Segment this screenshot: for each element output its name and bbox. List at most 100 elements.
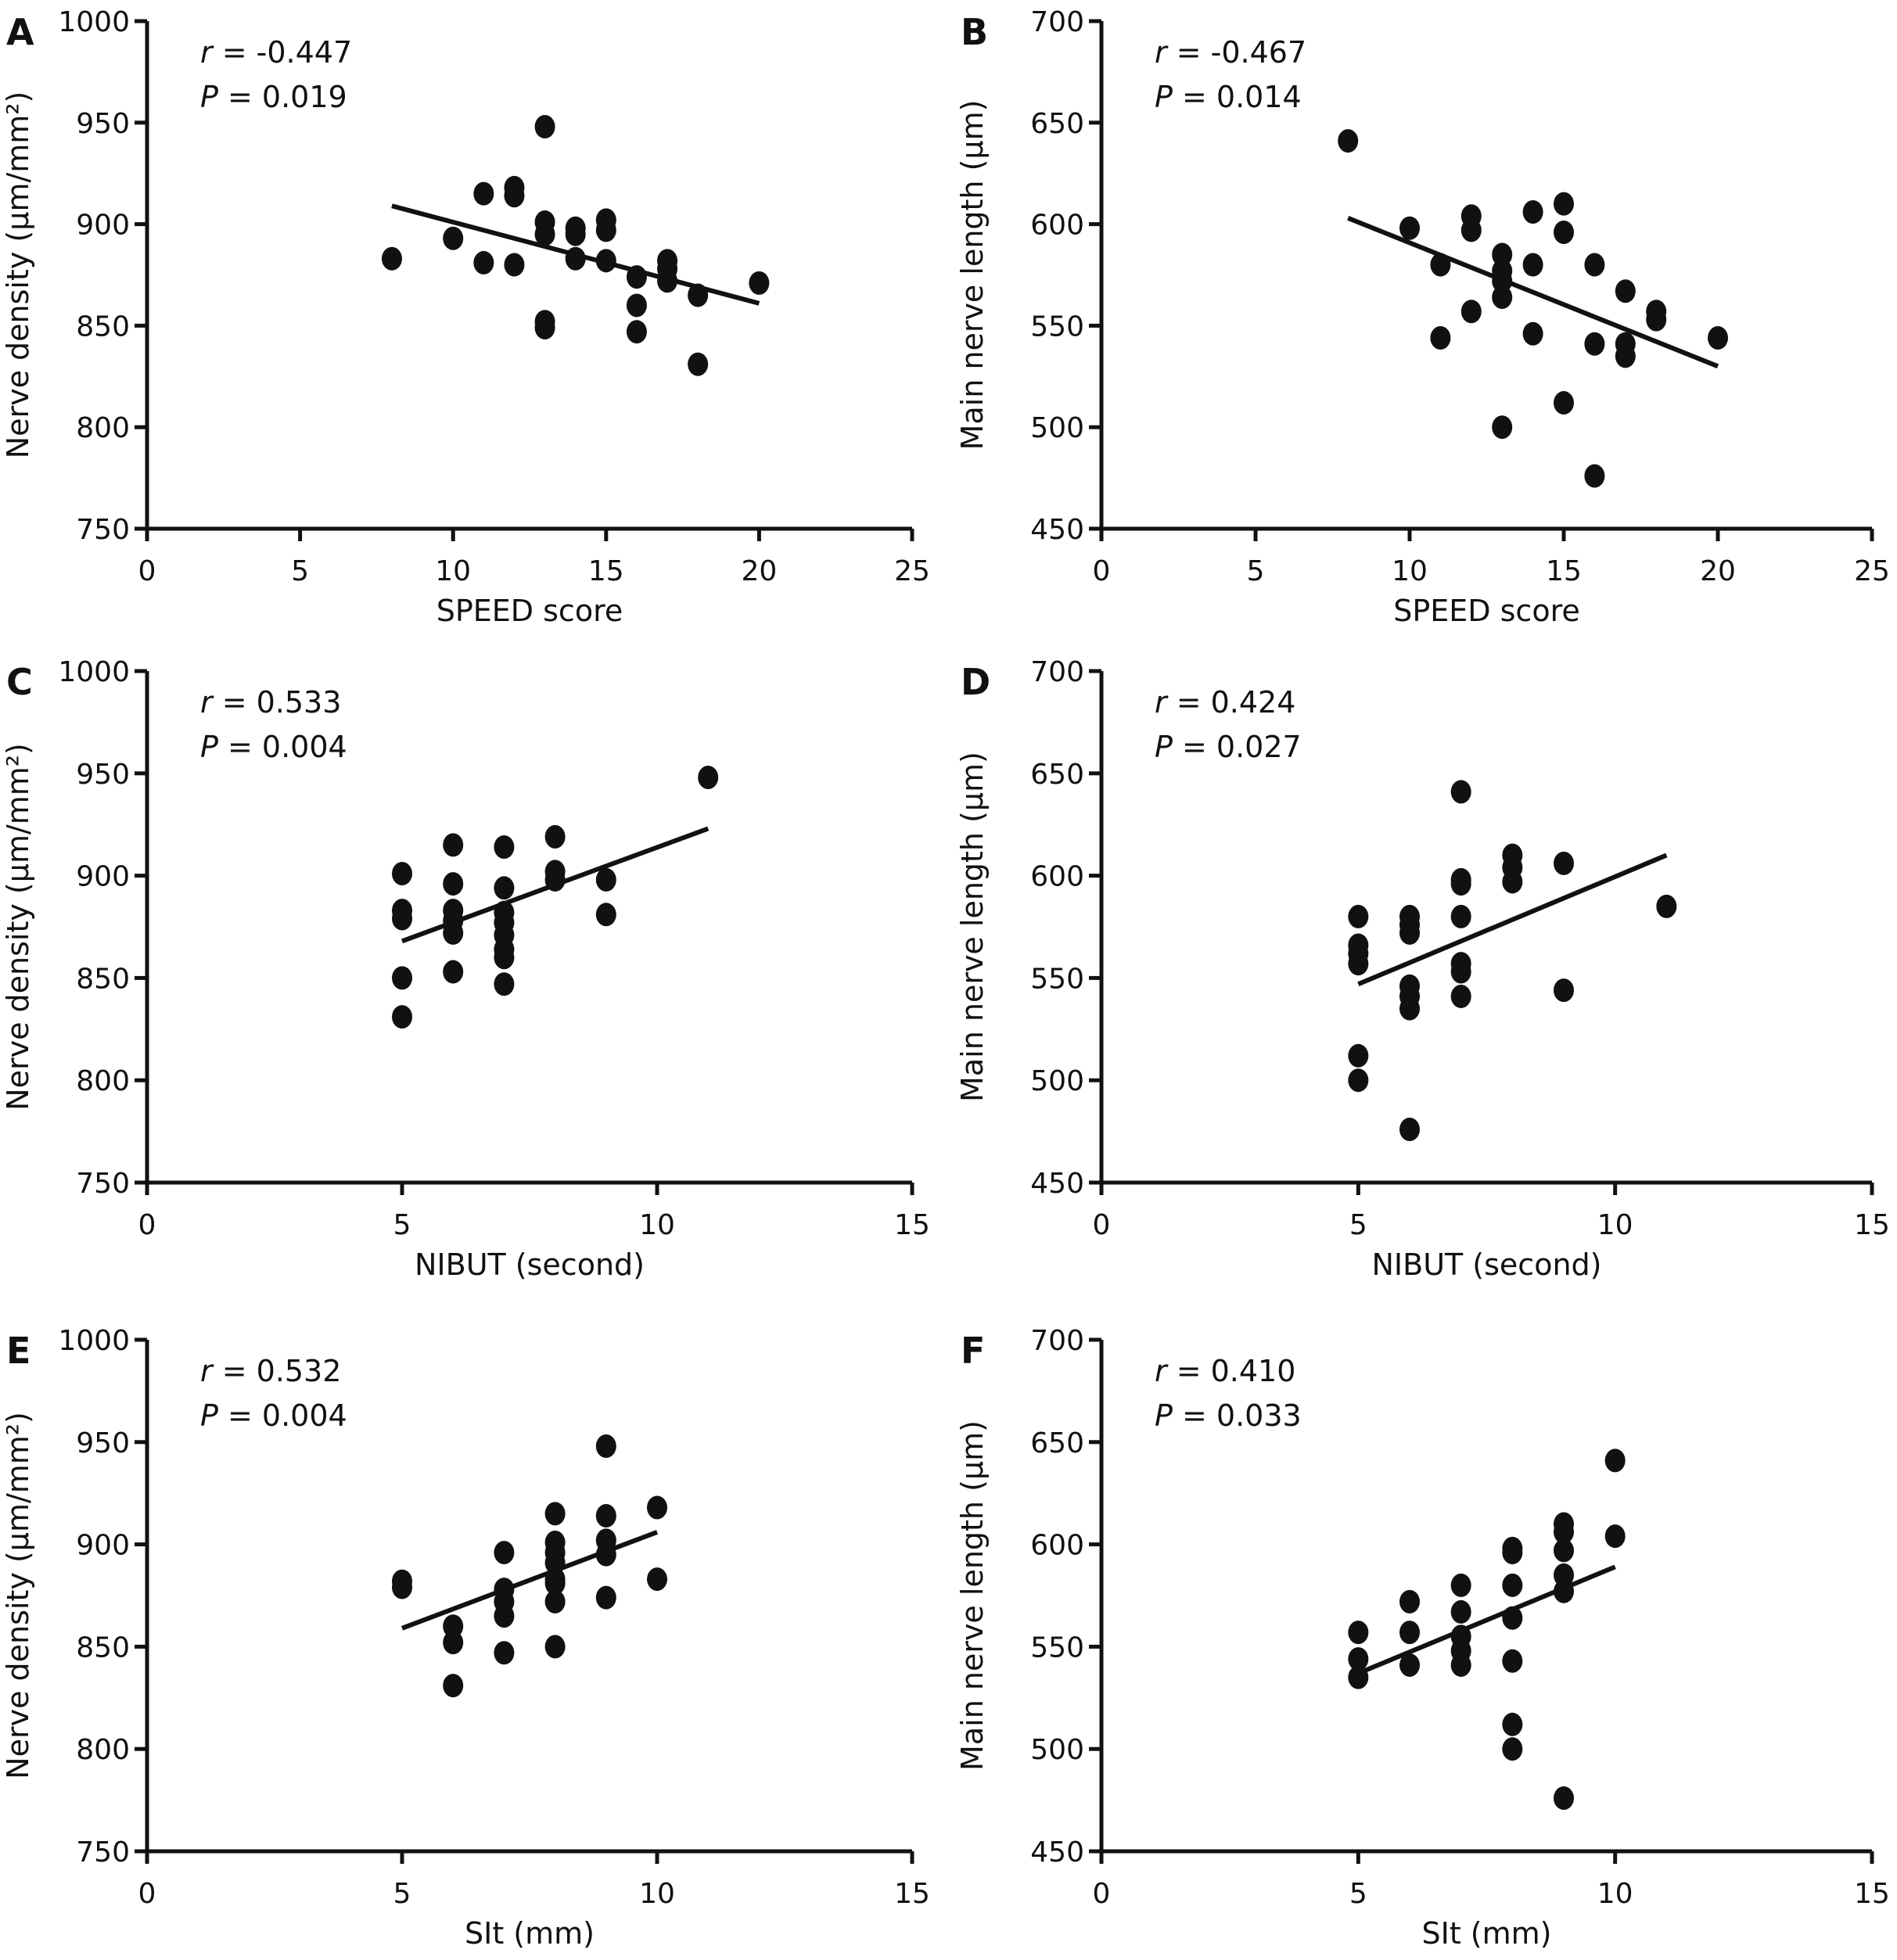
x-axis-label: SPEED score xyxy=(1393,594,1580,628)
r-value-annotation: r = 0.532 xyxy=(200,1354,341,1388)
data-point xyxy=(544,1571,566,1596)
equals: = xyxy=(1173,730,1216,764)
data-point xyxy=(1554,1786,1574,1810)
data-point xyxy=(494,946,515,970)
data-point xyxy=(1348,1647,1369,1671)
data-point xyxy=(1348,1068,1369,1093)
data-point xyxy=(443,872,464,896)
data-point xyxy=(1554,978,1574,1003)
y-tick-label: 750 xyxy=(76,1836,130,1868)
data-point xyxy=(473,250,494,275)
data-point xyxy=(1522,253,1543,277)
y-tick-label: 500 xyxy=(1030,412,1084,444)
data-point xyxy=(565,246,586,271)
r-value-annotation: r = -0.467 xyxy=(1155,35,1306,70)
data-point xyxy=(544,1635,566,1659)
equals: = xyxy=(1173,80,1216,114)
data-point xyxy=(443,1631,464,1655)
y-tick-label: 1000 xyxy=(58,656,130,688)
y-tick-label: 650 xyxy=(1030,108,1084,140)
y-tick-label: 850 xyxy=(76,1632,130,1664)
y-tick-label: 550 xyxy=(1030,311,1084,343)
data-point xyxy=(1430,325,1451,350)
y-tick-label: 450 xyxy=(1030,514,1084,546)
p-symbol: P xyxy=(200,730,218,764)
data-point xyxy=(544,867,566,892)
data-point xyxy=(494,876,515,900)
data-point xyxy=(1450,904,1471,928)
data-point xyxy=(1348,1621,1369,1645)
x-tick-label: 5 xyxy=(1349,1209,1367,1241)
x-tick-label: 0 xyxy=(1093,1209,1111,1241)
data-point xyxy=(544,1551,566,1575)
data-point xyxy=(544,824,566,849)
data-point xyxy=(392,1005,412,1029)
r-symbol: r xyxy=(1155,1354,1169,1388)
x-tick-label: 10 xyxy=(639,1878,675,1910)
x-tick-label: 5 xyxy=(1349,1878,1367,1910)
data-point xyxy=(1399,921,1420,945)
data-point xyxy=(647,1567,667,1592)
data-point xyxy=(1554,1579,1574,1603)
panel-d: 450 500 550 600 650 700 0 5 10 15 NIBUT (second) Ma… xyxy=(955,656,1890,1282)
data-point xyxy=(534,315,555,339)
x-tick-label: 25 xyxy=(1854,555,1890,587)
y-tick-label: 900 xyxy=(76,1530,130,1562)
data-point xyxy=(595,249,616,273)
x-axis-label: NIBUT (second) xyxy=(1372,1247,1602,1282)
data-point xyxy=(565,222,586,246)
data-point xyxy=(1430,253,1451,277)
r-value: -0.447 xyxy=(257,35,353,70)
p-value-annotation: P = 0.004 xyxy=(200,1398,347,1433)
r-symbol: r xyxy=(200,35,214,70)
data-point xyxy=(1399,1117,1420,1141)
data-point xyxy=(595,1434,616,1459)
y-tick-label: 950 xyxy=(76,108,130,140)
equals: = xyxy=(1167,1354,1211,1388)
x-tick-label: 15 xyxy=(1854,1878,1890,1910)
data-point xyxy=(1502,1712,1523,1736)
y-axis-label: Main nerve length (μm) xyxy=(955,1420,990,1771)
x-tick-label: 0 xyxy=(1093,555,1111,587)
data-point xyxy=(1584,464,1605,488)
p-value: 0.027 xyxy=(1216,730,1302,764)
data-point xyxy=(494,972,515,996)
data-point xyxy=(595,1585,616,1610)
r-value: 0.532 xyxy=(257,1354,342,1388)
r-value: -0.467 xyxy=(1211,35,1307,70)
p-value-annotation: P = 0.019 xyxy=(200,80,347,114)
r-value-annotation: r = 0.424 xyxy=(1155,685,1295,720)
data-point xyxy=(1399,216,1420,240)
y-tick-label: 650 xyxy=(1030,1427,1084,1459)
y-tick-label: 850 xyxy=(76,963,130,995)
data-point xyxy=(1399,996,1420,1021)
data-point xyxy=(657,269,678,293)
y-axis-label: Nerve density (μm/mm²) xyxy=(1,1412,35,1779)
x-tick-label: 10 xyxy=(1597,1878,1633,1910)
data-point xyxy=(494,835,515,859)
x-tick-label: 10 xyxy=(1597,1209,1633,1241)
equals: = xyxy=(1167,35,1211,70)
data-point xyxy=(1584,332,1605,356)
data-point xyxy=(698,766,719,790)
panel-letter: B xyxy=(961,11,988,53)
x-axis-label: NIBUT (second) xyxy=(415,1247,645,1282)
data-point xyxy=(1522,321,1543,346)
x-tick-label: 5 xyxy=(393,1878,411,1910)
regression-line xyxy=(401,1530,659,1631)
y-tick-label: 800 xyxy=(76,412,130,444)
y-axis-label: Nerve density (μm/mm²) xyxy=(1,743,35,1111)
data-point xyxy=(544,1502,566,1526)
data-point xyxy=(443,833,464,857)
data-point xyxy=(647,1495,667,1520)
data-point xyxy=(1604,1448,1626,1473)
r-symbol: r xyxy=(1155,685,1169,720)
r-value: 0.410 xyxy=(1211,1354,1296,1388)
data-point xyxy=(1502,1541,1523,1565)
r-symbol: r xyxy=(200,1354,214,1388)
data-point xyxy=(1708,325,1728,350)
data-point xyxy=(688,352,709,376)
r-value: 0.533 xyxy=(257,685,342,720)
data-point xyxy=(1450,1573,1471,1597)
data-point xyxy=(1492,415,1513,440)
